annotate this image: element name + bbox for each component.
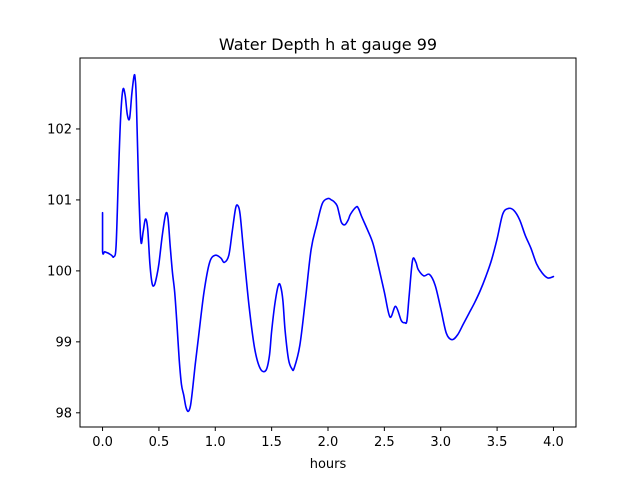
y-tick-label: 99 xyxy=(55,335,72,350)
x-tick-label: 3.0 xyxy=(430,435,451,450)
y-tick-label: 100 xyxy=(47,264,72,279)
x-tick-label: 4.0 xyxy=(543,435,564,450)
y-tick-label: 101 xyxy=(47,193,72,208)
x-tick-label: 1.5 xyxy=(261,435,282,450)
y-tick-label: 98 xyxy=(55,406,72,421)
x-tick-label: 1.0 xyxy=(205,435,226,450)
y-axis-ticks: 98 99 100 101 102 xyxy=(47,122,80,421)
x-tick-label: 2.0 xyxy=(318,435,339,450)
x-tick-label: 0.0 xyxy=(92,435,113,450)
plot-area-frame xyxy=(79,57,577,428)
water-depth-line xyxy=(101,73,555,413)
x-tick-label: 0.5 xyxy=(149,435,170,450)
x-tick-label: 2.5 xyxy=(374,435,395,450)
x-axis-label: hours xyxy=(310,457,347,472)
chart-title: Water Depth h at gauge 99 xyxy=(219,35,437,54)
x-tick-label: 3.5 xyxy=(487,435,508,450)
y-tick-label: 102 xyxy=(47,122,72,137)
x-axis-ticks: 0.0 0.5 1.0 1.5 2.0 2.5 3.0 3.5 4.0 xyxy=(92,427,564,450)
